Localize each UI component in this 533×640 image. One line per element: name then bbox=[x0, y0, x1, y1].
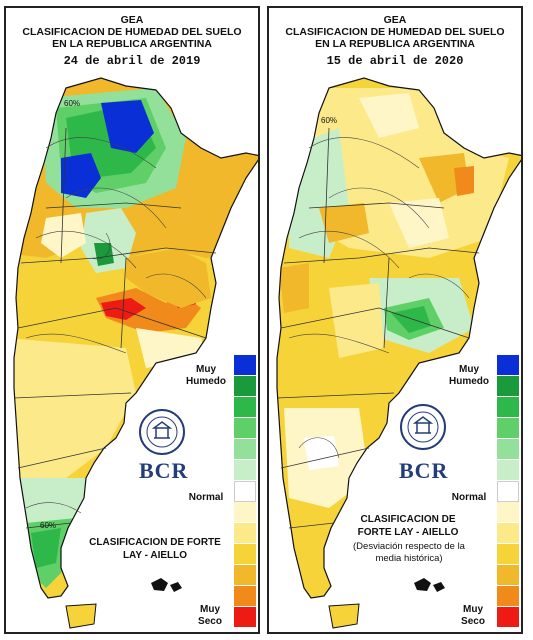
method-label: CLASIFICACION DE FORTE LAY - AIELLO bbox=[89, 537, 221, 561]
legend-swatch bbox=[234, 481, 256, 502]
legend-swatch bbox=[234, 355, 256, 376]
legend-swatch bbox=[497, 439, 519, 460]
legend-swatch bbox=[234, 376, 256, 397]
tierra-del-fuego bbox=[328, 603, 360, 629]
legend-color-scale bbox=[497, 355, 519, 628]
map-panel-2019: GEA CLASIFICACION DE HUMEDAD DEL SUELO E… bbox=[4, 6, 260, 634]
title-line-2: EN LA REPUBLICA ARGENTINA bbox=[315, 38, 475, 50]
map-panel-2020: GEA CLASIFICACION DE HUMEDAD DEL SUELO E… bbox=[267, 6, 523, 634]
method-label: CLASIFICACION DE FORTE LAY - AIELLO bbox=[357, 514, 459, 538]
contour-lines bbox=[25, 137, 207, 514]
legend-swatch bbox=[234, 460, 256, 481]
legend-swatch bbox=[497, 607, 519, 628]
legend-label-normal: Normal bbox=[451, 492, 487, 503]
country-outline bbox=[276, 77, 521, 599]
map-decor: 60% bbox=[321, 116, 337, 125]
contour-lines bbox=[288, 137, 470, 459]
method-note: (Desviación respecto de la media históri… bbox=[353, 541, 465, 564]
legend-swatch bbox=[234, 502, 256, 523]
legend-swatch bbox=[497, 544, 519, 565]
org-label: GEA bbox=[120, 14, 144, 26]
legend-swatch bbox=[497, 523, 519, 544]
legend-swatch bbox=[234, 607, 256, 628]
legend-swatch bbox=[497, 502, 519, 523]
argentina-soil-moisture-map-2020: 60% bbox=[276, 77, 521, 629]
legend-swatch bbox=[497, 397, 519, 418]
svg-text:60%: 60% bbox=[64, 99, 80, 108]
falkland-islands bbox=[414, 578, 445, 592]
map-date: 24 de abril de 2019 bbox=[63, 54, 201, 68]
title-line-2: EN LA REPUBLICA ARGENTINA bbox=[52, 38, 212, 50]
argentina-soil-moisture-map-2019: 60% 60% bbox=[13, 77, 258, 629]
tierra-del-fuego bbox=[65, 603, 97, 629]
legend-swatch bbox=[497, 460, 519, 481]
province-borders bbox=[276, 127, 480, 529]
bcr-seal-icon bbox=[138, 408, 186, 456]
legend-swatch bbox=[234, 523, 256, 544]
legend-swatch bbox=[497, 355, 519, 376]
legend-swatch bbox=[497, 376, 519, 397]
legend-swatch bbox=[497, 565, 519, 586]
legend-swatch bbox=[234, 586, 256, 607]
legend-label-dry: Muy Seco bbox=[198, 604, 222, 627]
bcr-logo: BCR bbox=[399, 458, 449, 483]
province-borders bbox=[13, 127, 217, 529]
legend-swatch bbox=[234, 418, 256, 439]
title-line-1: CLASIFICACION DE HUMEDAD DEL SUELO bbox=[285, 26, 505, 38]
legend-swatch bbox=[234, 439, 256, 460]
svg-text:60%: 60% bbox=[40, 521, 56, 530]
legend-swatch bbox=[497, 418, 519, 439]
legend-swatch bbox=[497, 481, 519, 502]
legend-swatch bbox=[234, 397, 256, 418]
legend-label-wet: Muy Humedo bbox=[449, 364, 489, 387]
falkland-islands bbox=[151, 578, 182, 592]
bcr-seal-icon bbox=[399, 403, 447, 451]
bcr-logo: BCR bbox=[139, 458, 189, 483]
legend-swatch bbox=[497, 586, 519, 607]
map-decor: 60% 60% bbox=[40, 99, 80, 530]
legend-swatch bbox=[234, 544, 256, 565]
country-outline bbox=[13, 77, 258, 599]
svg-text:60%: 60% bbox=[321, 116, 337, 125]
org-label: GEA bbox=[383, 14, 407, 26]
legend-color-scale bbox=[234, 355, 256, 628]
legend-swatch bbox=[234, 565, 256, 586]
legend-label-dry: Muy Seco bbox=[461, 604, 485, 627]
title-line-1: CLASIFICACION DE HUMEDAD DEL SUELO bbox=[22, 26, 242, 38]
legend-label-wet: Muy Humedo bbox=[186, 364, 226, 387]
legend-label-normal: Normal bbox=[188, 492, 224, 503]
map-date: 15 de abril de 2020 bbox=[326, 54, 464, 68]
